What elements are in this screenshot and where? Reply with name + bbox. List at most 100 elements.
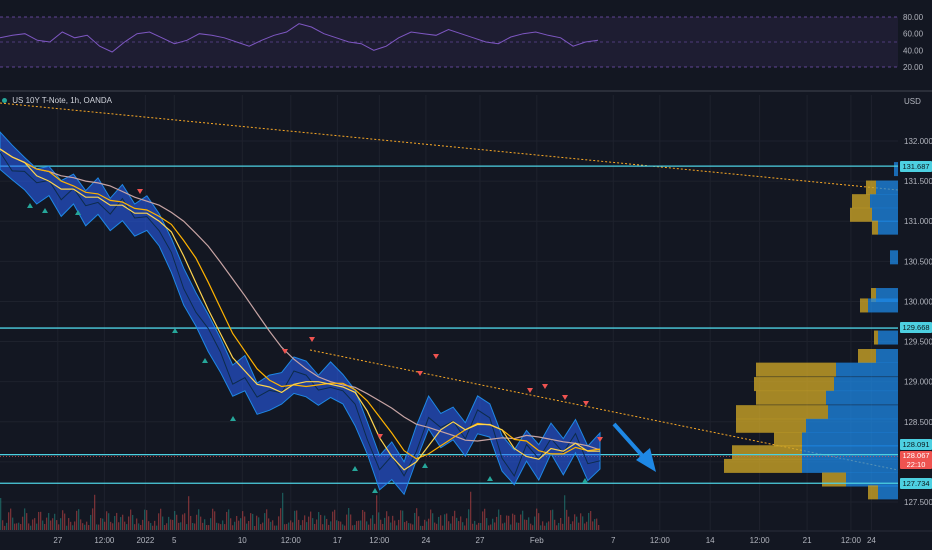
volume-bar <box>190 515 192 530</box>
volume-bar <box>232 525 234 530</box>
volume-bar <box>376 495 378 530</box>
volume-profile-down-bar <box>866 180 876 195</box>
volume-bar <box>556 525 558 530</box>
volume-bar <box>184 513 186 530</box>
volume-bar <box>452 516 454 530</box>
buy-signal-marker <box>202 358 208 363</box>
volume-bar <box>140 524 142 530</box>
volume-bar <box>230 518 232 530</box>
volume-bar <box>434 522 436 530</box>
volume-profile-up-bar <box>876 180 898 195</box>
volume-profile-up-bar <box>872 207 898 222</box>
volume-bar <box>584 523 586 530</box>
buy-signal-marker <box>582 478 588 483</box>
volume-bar <box>496 516 498 530</box>
sell-signal-marker <box>309 337 315 342</box>
volume-bar <box>238 520 240 530</box>
volume-profile-up-bar <box>878 220 898 235</box>
level-tag-1[interactable]: 131.687 <box>900 161 932 172</box>
volume-bar <box>212 508 214 530</box>
current-price-tag[interactable]: 128.067 22:10 <box>900 451 932 469</box>
rsi-pane[interactable]: 80.00 60.00 40.00 20.00 <box>0 13 924 72</box>
volume-bar <box>60 518 62 530</box>
volume-bar <box>582 516 584 530</box>
volume-bar <box>2 520 4 530</box>
volume-bar <box>198 509 200 530</box>
volume-bar <box>458 521 460 530</box>
volume-bar <box>572 521 574 530</box>
volume-bar <box>444 514 446 530</box>
time-axis[interactable]: 27 12:00 2022 5 10 12:00 17 12:00 24 27 Feb 7 12:00 1… <box>53 536 876 545</box>
volume-bar <box>170 519 172 530</box>
volume-bar <box>270 521 272 530</box>
volume-bar <box>380 519 382 530</box>
volume-bar <box>264 513 266 530</box>
volume-bar <box>26 513 28 530</box>
time-tick-label: 2022 <box>136 536 154 545</box>
rsi-band <box>0 17 898 67</box>
horizontal-levels[interactable] <box>0 165 898 484</box>
volume-bar <box>66 525 68 530</box>
volume-profile-down-bar <box>858 348 876 363</box>
volume-bar <box>158 513 160 530</box>
volume-bar <box>538 513 540 530</box>
volume-bar <box>280 508 282 530</box>
volume-bar <box>146 510 148 530</box>
time-tick-label: 10 <box>238 536 247 545</box>
volume-bar <box>394 520 396 530</box>
symbol-legend[interactable]: US 10Y T-Note, 1h, OANDA <box>2 96 112 105</box>
volume-bar <box>202 522 204 530</box>
volume-bar <box>20 524 22 530</box>
volume-bar <box>482 511 484 530</box>
volume-bar <box>216 522 218 530</box>
volume-bar <box>244 516 246 530</box>
volume-bar <box>200 516 202 530</box>
time-tick-label: 12:00 <box>650 536 671 545</box>
volume-profile-up-bar <box>826 390 898 405</box>
level-tag-4[interactable]: 127.734 <box>900 478 932 489</box>
volume-bar <box>74 521 76 530</box>
volume-bar <box>86 521 88 530</box>
volume-bar <box>354 524 356 530</box>
volume-bar <box>326 518 328 530</box>
volume-profile-down-bar <box>724 458 802 473</box>
projection-arrow[interactable] <box>612 422 656 472</box>
time-tick-label: 21 <box>803 536 812 545</box>
volume-bar <box>494 522 496 530</box>
slow-moving-average <box>0 148 601 451</box>
volume-bar <box>224 524 226 530</box>
volume-bar <box>282 492 284 530</box>
volume-bar <box>138 523 140 530</box>
volume-bar <box>516 522 518 530</box>
volume-bar <box>38 511 40 530</box>
volume-bar <box>356 521 358 530</box>
volume-bar <box>56 520 58 530</box>
volume-bar <box>236 515 238 530</box>
volume-bar <box>346 514 348 530</box>
volume-bar <box>456 517 458 530</box>
volume-bar <box>430 509 432 530</box>
volume-bar <box>144 509 146 530</box>
volume-profile-up-bar <box>890 250 898 265</box>
volume-bar <box>6 522 8 530</box>
volume-profile-up-bar <box>802 445 898 460</box>
volume-bar <box>298 519 300 530</box>
volume-profile-down-bar <box>850 207 872 222</box>
volume-bar <box>428 518 430 530</box>
level-tag-2[interactable]: 129.668 <box>900 322 932 333</box>
volume-bar <box>294 510 296 530</box>
volume-bar <box>330 521 332 530</box>
sell-signal-marker <box>433 354 439 359</box>
volume-bar <box>336 520 338 530</box>
level-tag-3[interactable]: 128.091 <box>900 439 932 450</box>
volume-bar <box>374 523 376 530</box>
volume-bar <box>180 522 182 530</box>
volume-bar <box>396 525 398 530</box>
volume-bar <box>136 518 138 530</box>
volume-bar <box>384 517 386 530</box>
volume-bar <box>210 518 212 530</box>
buy-signal-marker <box>172 328 178 333</box>
volume-bar <box>474 520 476 530</box>
volume-bar <box>484 508 486 530</box>
